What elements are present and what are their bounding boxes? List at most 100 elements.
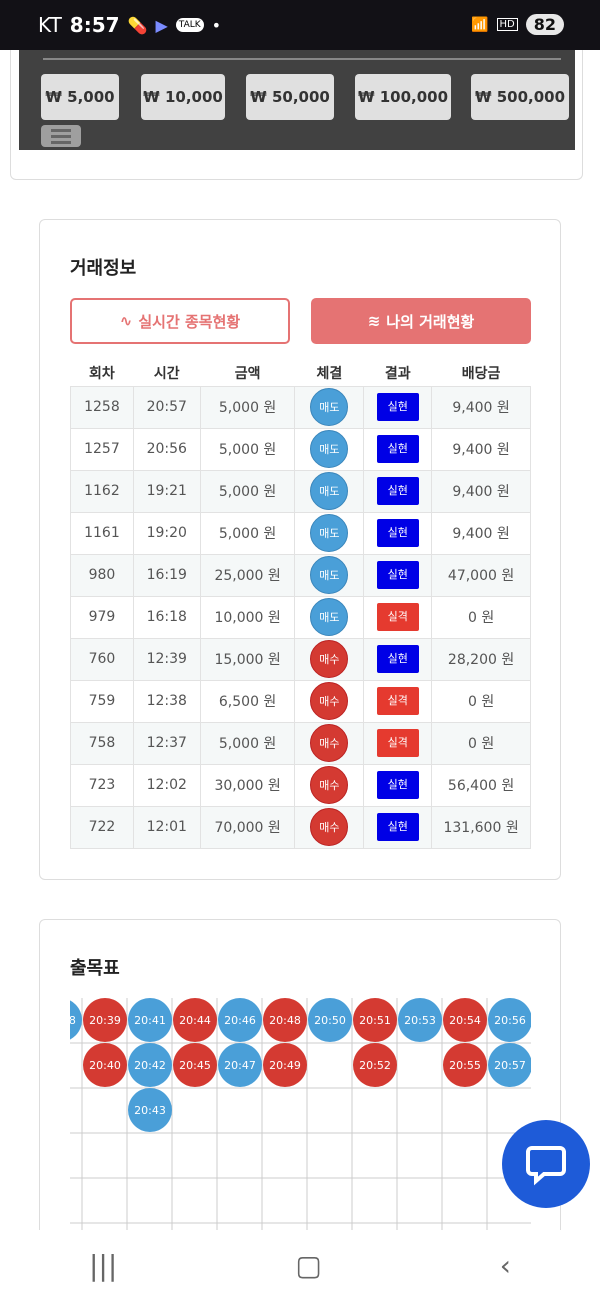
cell-text: 1258 [84,399,120,415]
cell-text: 5,000 원 [218,400,277,416]
cell: 12:02 [132,763,201,807]
cell-text: 30,000 원 [214,778,281,794]
result-badge: 실현 [376,519,419,547]
menu-button[interactable] [41,125,81,147]
sell-marker: 20:43 [128,1088,172,1132]
cell: 1257 [70,427,134,471]
cell: 매수 [294,805,365,849]
cell: 5,000 원 [199,427,296,471]
cell: 980 [70,553,134,597]
cell: 28,200 원 [431,637,531,681]
column-header: 체결 [316,365,343,382]
cell-text: 19:20 [146,525,187,541]
chat-button[interactable] [502,1120,590,1208]
result-badge: 실격 [376,729,419,757]
hamburger-icon [51,128,71,132]
cell: 9,400 원 [431,427,531,471]
cell: 1162 [70,469,134,513]
result-chart-card: 출목표 20:3820:3920:4020:4120:4220:4320:442… [39,919,561,1249]
tab-label: 나의 거래현황 [386,312,475,331]
trade-info-title: 거래정보 [70,258,137,279]
amount-button[interactable]: ₩ 50,000 [246,74,334,120]
list-icon: ≋ [367,312,381,330]
cell: 30,000 원 [199,763,296,807]
table-row: 1258 20:57 5,000 원 매도 실현 9,400 원 [70,385,531,429]
tab-my-trades[interactable]: ≋ 나의 거래현황 [311,298,531,344]
cell: 매수 [294,637,365,681]
amount-button[interactable]: ₩ 500,000 [471,74,569,120]
table-row: 1161 19:20 5,000 원 매도 실현 9,400 원 [70,511,531,555]
cell-text: 723 [88,777,116,793]
buy-marker: 20:44 [173,998,217,1042]
cell: 9,400 원 [431,511,531,555]
execution-badge: 매수 [310,808,349,846]
sell-marker: 20:57 [488,1043,531,1087]
buy-marker: 20:40 [83,1043,127,1087]
table-row: 1162 19:21 5,000 원 매도 실현 9,400 원 [70,469,531,513]
cell: 0 원 [431,679,531,723]
hamburger-icon [51,140,71,144]
result-badge: 실현 [376,393,419,421]
cell-text: 12:38 [146,693,187,709]
cell: 12:37 [132,721,201,765]
cell: 실현 [363,553,433,597]
table-row: 980 16:19 25,000 원 매도 실현 47,000 원 [70,553,531,597]
execution-badge: 매수 [310,724,349,762]
result-badge: 실현 [376,561,419,589]
cell: 722 [70,805,134,849]
dot-icon: • [211,15,222,35]
cell-text: 722 [88,819,116,835]
execution-badge: 매도 [310,556,349,594]
column-header: 배당금 [461,365,501,382]
table-row: 758 12:37 5,000 원 매수 실격 0 원 [70,721,531,765]
cell: 실현 [363,637,433,681]
pill-icon: 💊 [127,15,148,35]
cell-text: 15,000 원 [214,652,281,668]
cell: 12:38 [132,679,201,723]
amount-button[interactable]: ₩ 100,000 [355,74,451,120]
execution-badge: 매도 [310,388,349,426]
buy-marker: 20:39 [83,998,127,1042]
cell-text: 10,000 원 [214,610,281,626]
cell: 15,000 원 [199,637,296,681]
cell: 131,600 원 [431,805,531,849]
result-badge: 실현 [376,435,419,463]
tab-live-status[interactable]: ∿ 실시간 종목현황 [70,298,290,344]
carrier: KT [38,13,62,37]
clock: 8:57 [69,13,120,37]
cell: 실현 [363,805,433,849]
cell: 979 [70,595,134,639]
cell: 12:39 [132,637,201,681]
android-nav-bar: ||| ▢ ‹ [0,1230,600,1300]
cell: 56,400 원 [431,763,531,807]
cell-text: 0 원 [467,610,495,626]
table-row: 760 12:39 15,000 원 매수 실현 28,200 원 [70,637,531,681]
buy-marker: 20:54 [443,998,487,1042]
cell: 6,500 원 [199,679,296,723]
cell: 723 [70,763,134,807]
result-badge: 실격 [376,603,419,631]
buy-marker: 20:48 [263,998,307,1042]
buy-marker: 20:49 [263,1043,307,1087]
sell-marker: 20:56 [488,998,531,1042]
cell-text: 131,600 원 [443,820,519,836]
cell: 실현 [363,763,433,807]
buy-marker: 20:45 [173,1043,217,1087]
table-row: 979 16:18 10,000 원 매도 실격 0 원 [70,595,531,639]
cell-text: 0 원 [467,694,495,710]
column-header: 시간 [153,365,180,382]
cell-text: 5,000 원 [218,442,277,458]
amount-button[interactable]: ₩ 5,000 [41,74,119,120]
cell: 실현 [363,469,433,513]
cell: 5,000 원 [199,469,296,513]
cell-text: 9,400 원 [452,400,510,416]
amount-button[interactable]: ₩ 10,000 [141,74,225,120]
cell-text: 16:19 [146,567,187,583]
cell-text: 1162 [84,483,120,499]
cell: 758 [70,721,134,765]
back-button[interactable]: ‹ [499,1248,511,1282]
recent-apps-button[interactable]: ||| [89,1248,118,1282]
cell: 매도 [294,595,365,639]
home-button[interactable]: ▢ [295,1248,322,1282]
cell: 매수 [294,679,365,723]
